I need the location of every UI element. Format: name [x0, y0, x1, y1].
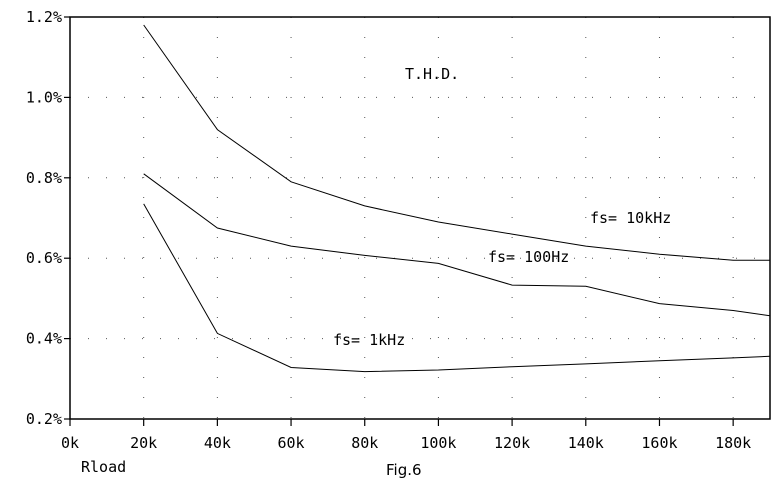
series-lines — [143, 24, 771, 373]
grid-dots — [70, 17, 770, 419]
y-tick-label: 0.6% — [26, 249, 62, 267]
y-tick-label: 0.8% — [26, 169, 62, 187]
x-tick-label: 120k — [494, 434, 530, 452]
chart-title: T.H.D. — [405, 65, 459, 83]
x-tick-label: 40k — [204, 434, 231, 452]
figure-caption: Fig.6 — [386, 461, 422, 479]
series-line-1 — [143, 173, 771, 317]
series-label-100hz: fs= 100Hz — [488, 248, 569, 266]
x-tick-label: 160k — [641, 434, 677, 452]
series-line-0 — [143, 24, 770, 261]
x-tick-label: 100k — [420, 434, 456, 452]
x-tick-labels: 0k 20k 40k 60k 80k 100k 120k 140k 160k 180k — [61, 434, 751, 452]
plot-border — [69, 16, 771, 420]
x-tick-label: 0k — [61, 434, 79, 452]
x-tick-label: 60k — [278, 434, 305, 452]
y-tick-labels: 0.2% 0.4% 0.6% 0.8% 1.0% 1.2% — [26, 8, 62, 428]
series-line-2 — [143, 203, 771, 373]
y-tick-label: 0.2% — [26, 410, 62, 428]
series-label-1khz: fs= 1kHz — [333, 331, 405, 349]
y-tick-label: 1.2% — [26, 8, 62, 26]
x-tick-label: 140k — [568, 434, 604, 452]
x-axis-label: Rload — [81, 458, 126, 476]
y-tick-label: 1.0% — [26, 88, 62, 106]
x-tick-label: 180k — [715, 434, 751, 452]
x-tick-label: 20k — [130, 434, 157, 452]
plot-frame — [64, 16, 771, 426]
series-label-10khz: fs= 10kHz — [590, 209, 671, 227]
x-tick-label: 80k — [351, 434, 378, 452]
y-tick-label: 0.4% — [26, 330, 62, 348]
